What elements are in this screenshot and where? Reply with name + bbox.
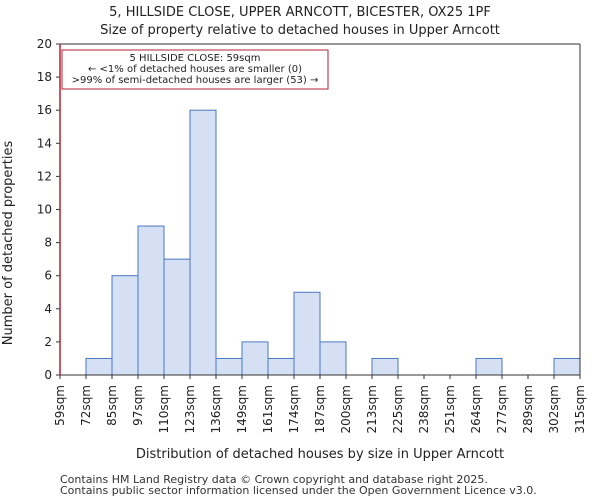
bar-264sqm bbox=[475, 357, 503, 376]
y-tick-label-20: 20 bbox=[37, 37, 52, 51]
y-tick-label-2: 2 bbox=[44, 335, 52, 349]
x-tick-label-289sqm: 289sqm bbox=[521, 385, 535, 433]
x-tick-label-213sqm: 213sqm bbox=[365, 385, 379, 433]
bar-161sqm bbox=[267, 357, 295, 376]
y-tick-label-8: 8 bbox=[44, 236, 52, 250]
bar-85sqm bbox=[111, 275, 139, 376]
bar-149sqm bbox=[241, 341, 269, 376]
x-tick-label-302sqm: 302sqm bbox=[547, 385, 561, 433]
bar-110sqm bbox=[163, 258, 191, 376]
bar-123sqm bbox=[189, 109, 217, 376]
annotation-box: 5 HILLSIDE CLOSE: 59sqm ← <1% of detache… bbox=[61, 49, 329, 90]
x-tick-label-59sqm: 59sqm bbox=[53, 385, 67, 426]
x-tick-label-251sqm: 251sqm bbox=[443, 385, 457, 433]
bar-97sqm bbox=[137, 225, 165, 376]
x-axis-label: Distribution of detached houses by size … bbox=[136, 447, 504, 462]
bar-213sqm bbox=[371, 357, 399, 376]
x-tick-label-225sqm: 225sqm bbox=[391, 385, 405, 433]
x-tick-label-238sqm: 238sqm bbox=[417, 385, 431, 433]
x-tick-label-97sqm: 97sqm bbox=[131, 385, 145, 426]
bar-72sqm bbox=[85, 357, 113, 376]
x-tick-label-277sqm: 277sqm bbox=[495, 385, 509, 433]
x-tick-label-200sqm: 200sqm bbox=[339, 385, 353, 433]
footer-line2: Contains public sector information licen… bbox=[60, 484, 537, 497]
x-tick-label-315sqm: 315sqm bbox=[573, 385, 587, 433]
chart-title-line1: 5, HILLSIDE CLOSE, UPPER ARNCOTT, BICEST… bbox=[109, 5, 491, 20]
bar-136sqm bbox=[215, 357, 243, 376]
annotation-line2: ← <1% of detached houses are smaller (0) bbox=[88, 64, 302, 75]
x-tick-label-85sqm: 85sqm bbox=[105, 385, 119, 426]
x-tick-label-174sqm: 174sqm bbox=[287, 385, 301, 433]
y-tick-label-16: 16 bbox=[37, 103, 52, 117]
y-tick-label-12: 12 bbox=[37, 169, 52, 183]
y-tick-label-10: 10 bbox=[37, 203, 52, 217]
x-tick-label-123sqm: 123sqm bbox=[183, 385, 197, 433]
x-tick-label-110sqm: 110sqm bbox=[157, 385, 171, 433]
bar-174sqm bbox=[293, 291, 321, 376]
annotation-line3: >99% of semi-detached houses are larger … bbox=[72, 75, 319, 86]
x-ticks-group: 59sqm 72sqm 85sqm 97sqm 110sqm 123sqm 136sqm 14… bbox=[53, 375, 587, 433]
x-tick-label-149sqm: 149sqm bbox=[235, 385, 249, 433]
y-tick-label-14: 14 bbox=[37, 136, 52, 150]
x-tick-label-161sqm: 161sqm bbox=[261, 385, 275, 433]
footer-line1: Contains HM Land Registry data © Crown c… bbox=[60, 473, 488, 486]
bar-187sqm bbox=[319, 341, 347, 376]
bar-302sqm bbox=[553, 357, 581, 376]
annotation-frame bbox=[61, 49, 329, 90]
y-ticks-group: 0 2 4 6 8 10 12 14 16 18 20 bbox=[37, 37, 60, 382]
x-tick-label-264sqm: 264sqm bbox=[469, 385, 483, 433]
y-tick-label-4: 4 bbox=[44, 302, 52, 316]
y-tick-label-18: 18 bbox=[37, 70, 52, 84]
chart-title-line2: Size of property relative to detached ho… bbox=[100, 23, 500, 38]
annotation-line1: 5 HILLSIDE CLOSE: 59sqm bbox=[130, 53, 261, 64]
y-tick-label-0: 0 bbox=[44, 368, 52, 382]
bars-group bbox=[85, 109, 581, 376]
x-tick-label-72sqm: 72sqm bbox=[79, 385, 93, 426]
y-tick-label-6: 6 bbox=[44, 269, 52, 283]
x-tick-label-136sqm: 136sqm bbox=[209, 385, 223, 433]
y-axis-label: Number of detached properties bbox=[1, 141, 16, 346]
x-tick-label-187sqm: 187sqm bbox=[313, 385, 327, 433]
